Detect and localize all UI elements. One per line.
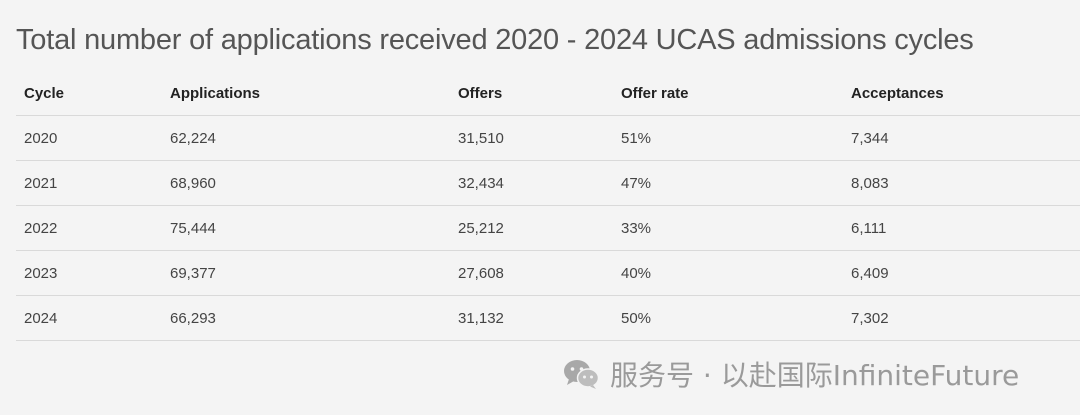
cell-applications: 62,224 bbox=[162, 115, 450, 161]
cell-acceptances: 8,083 bbox=[843, 160, 1080, 206]
table-row: 2023 69,377 27,608 40% 6,409 bbox=[16, 250, 1080, 296]
cell-cycle: 2024 bbox=[16, 295, 162, 341]
table-row: 2020 62,224 31,510 51% 7,344 bbox=[16, 115, 1080, 161]
cell-offer-rate: 50% bbox=[613, 295, 843, 341]
column-header-offer-rate: Offer rate bbox=[613, 72, 843, 116]
column-header-applications: Applications bbox=[162, 72, 450, 116]
cell-offers: 25,212 bbox=[450, 205, 613, 251]
admissions-table: Cycle Applications Offers Offer rate Acc… bbox=[16, 72, 1080, 341]
table-row: 2022 75,444 25,212 33% 6,111 bbox=[16, 205, 1080, 251]
cell-cycle: 2020 bbox=[16, 115, 162, 161]
column-header-offers: Offers bbox=[450, 72, 613, 116]
column-header-acceptances: Acceptances bbox=[843, 72, 1080, 116]
cell-acceptances: 7,302 bbox=[843, 295, 1080, 341]
cell-offer-rate: 40% bbox=[613, 250, 843, 296]
table-row: 2024 66,293 31,132 50% 7,302 bbox=[16, 295, 1080, 341]
wechat-icon bbox=[562, 358, 600, 390]
page-title: Total number of applications received 20… bbox=[16, 24, 974, 56]
cell-offer-rate: 33% bbox=[613, 205, 843, 251]
cell-applications: 68,960 bbox=[162, 160, 450, 206]
cell-cycle: 2023 bbox=[16, 250, 162, 296]
cell-acceptances: 6,111 bbox=[843, 205, 1080, 251]
cell-offers: 31,510 bbox=[450, 115, 613, 161]
cell-offers: 32,434 bbox=[450, 160, 613, 206]
cell-acceptances: 6,409 bbox=[843, 250, 1080, 296]
watermark: 服务号 · 以赴国际InfiniteFuture bbox=[562, 354, 1019, 394]
cell-offers: 31,132 bbox=[450, 295, 613, 341]
cell-cycle: 2021 bbox=[16, 160, 162, 206]
watermark-text: 服务号 · 以赴国际InfiniteFuture bbox=[610, 359, 1020, 392]
cell-offers: 27,608 bbox=[450, 250, 613, 296]
table-header-row: Cycle Applications Offers Offer rate Acc… bbox=[16, 72, 1080, 116]
cell-applications: 75,444 bbox=[162, 205, 450, 251]
cell-offer-rate: 47% bbox=[613, 160, 843, 206]
cell-offer-rate: 51% bbox=[613, 115, 843, 161]
cell-cycle: 2022 bbox=[16, 205, 162, 251]
cell-acceptances: 7,344 bbox=[843, 115, 1080, 161]
cell-applications: 69,377 bbox=[162, 250, 450, 296]
table-row: 2021 68,960 32,434 47% 8,083 bbox=[16, 160, 1080, 206]
column-header-cycle: Cycle bbox=[16, 72, 162, 116]
cell-applications: 66,293 bbox=[162, 295, 450, 341]
